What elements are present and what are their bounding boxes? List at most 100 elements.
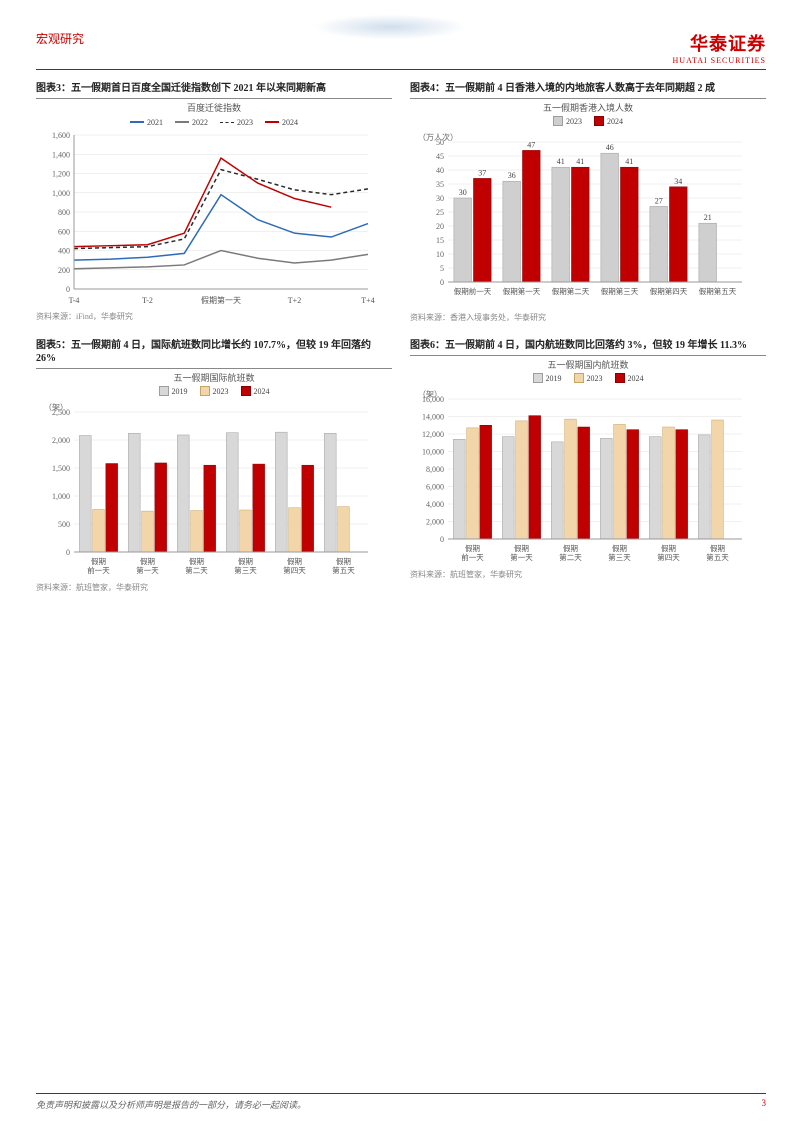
svg-text:1,600: 1,600: [52, 131, 70, 140]
svg-text:1,400: 1,400: [52, 150, 70, 159]
chart-6-subtitle: 五一假期国内航班数: [410, 358, 766, 371]
svg-text:16,000: 16,000: [422, 395, 444, 404]
svg-text:T+2: T+2: [288, 296, 301, 305]
svg-text:2,000: 2,000: [52, 436, 70, 445]
svg-text:4,000: 4,000: [426, 500, 444, 509]
svg-text:前一天: 前一天: [87, 565, 110, 575]
chart-5-plot: （架）05001,0001,5002,0002,500假期前一天假期第一天假期第…: [36, 400, 392, 580]
svg-text:第二天: 第二天: [559, 552, 582, 562]
brand-subtitle: HUATAI SECURITIES: [673, 56, 766, 65]
svg-text:36: 36: [508, 171, 516, 180]
brand-logo: 华泰证券 HUATAI SECURITIES: [673, 30, 766, 65]
svg-text:41: 41: [557, 157, 565, 166]
svg-text:1,000: 1,000: [52, 189, 70, 198]
chart-3-source: 资料来源：iFind，华泰研究: [36, 311, 392, 322]
svg-text:假期第一天: 假期第一天: [503, 286, 541, 296]
svg-text:34: 34: [674, 177, 682, 186]
svg-text:假期前一天: 假期前一天: [454, 286, 492, 296]
svg-text:第二天: 第二天: [185, 565, 208, 575]
chart-6-title: 图表6：五一假期前 4 日，国内航班数同比回落约 3%，但较 19 年增长 11…: [410, 339, 766, 356]
svg-text:30: 30: [436, 194, 444, 203]
svg-text:前一天: 前一天: [461, 552, 484, 562]
svg-text:500: 500: [58, 520, 70, 529]
svg-text:10: 10: [436, 250, 444, 259]
svg-text:12,000: 12,000: [422, 430, 444, 439]
svg-text:假期: 假期: [287, 557, 302, 566]
svg-text:假期第五天: 假期第五天: [699, 286, 737, 296]
svg-text:20: 20: [436, 222, 444, 231]
svg-text:25: 25: [436, 208, 444, 217]
page-number: 3: [762, 1098, 767, 1111]
svg-text:40: 40: [436, 166, 444, 175]
svg-text:8,000: 8,000: [426, 465, 444, 474]
svg-text:假期: 假期: [91, 557, 106, 566]
svg-text:37: 37: [478, 168, 486, 177]
chart-6-legend: 201920232024: [410, 373, 766, 385]
svg-text:14,000: 14,000: [422, 413, 444, 422]
svg-text:假期: 假期: [238, 557, 253, 566]
svg-text:5: 5: [440, 264, 444, 273]
svg-text:T+4: T+4: [361, 296, 374, 305]
chart-4: 图表4：五一假期前 4 日香港入境的内地旅客人数高于去年同期超 2 成 五一假期…: [410, 82, 766, 323]
svg-text:假期: 假期: [336, 557, 351, 566]
svg-text:假期: 假期: [563, 544, 578, 553]
chart-6: 图表6：五一假期前 4 日，国内航班数同比回落约 3%，但较 19 年增长 11…: [410, 339, 766, 593]
svg-text:第一天: 第一天: [510, 552, 533, 562]
page-footer: 免责声明和披露以及分析师声明是报告的一部分，请务必一起阅读。 3: [36, 1093, 766, 1111]
chart-5: 图表5：五一假期前 4 日，国际航班数同比增长约 107.7%，但较 19 年回…: [36, 339, 392, 593]
chart-3-legend: 2021202220232024: [36, 116, 392, 127]
svg-text:47: 47: [527, 140, 535, 149]
svg-text:30: 30: [459, 188, 467, 197]
chart-3-subtitle: 百度迁徙指数: [36, 101, 392, 114]
svg-text:第五天: 第五天: [706, 552, 729, 562]
svg-text:35: 35: [436, 180, 444, 189]
chart-5-subtitle: 五一假期国际航班数: [36, 371, 392, 384]
chart-4-title: 图表4：五一假期前 4 日香港入境的内地旅客人数高于去年同期超 2 成: [410, 82, 766, 99]
svg-text:第一天: 第一天: [136, 565, 159, 575]
svg-text:T-4: T-4: [69, 296, 80, 305]
svg-text:0: 0: [440, 278, 444, 287]
chart-3-plot: 02004006008001,0001,2001,4001,600T-4T-2假…: [36, 129, 392, 309]
svg-text:41: 41: [625, 157, 633, 166]
svg-text:400: 400: [58, 247, 70, 256]
svg-text:1,200: 1,200: [52, 170, 70, 179]
section-title: 宏观研究: [36, 30, 84, 47]
brand-name: 华泰证券: [673, 30, 766, 56]
svg-text:假期: 假期: [710, 544, 725, 553]
svg-text:假期: 假期: [514, 544, 529, 553]
svg-text:800: 800: [58, 208, 70, 217]
svg-text:46: 46: [606, 143, 614, 152]
chart-5-title: 图表5：五一假期前 4 日，国际航班数同比增长约 107.7%，但较 19 年回…: [36, 339, 392, 369]
svg-text:第五天: 第五天: [332, 565, 355, 575]
chart-6-plot: （架）02,0004,0006,0008,00010,00012,00014,0…: [410, 387, 766, 567]
svg-text:15: 15: [436, 236, 444, 245]
chart-5-legend: 201920232024: [36, 386, 392, 398]
chart-grid: 图表3：五一假期首日百度全国迁徙指数创下 2021 年以来同期新高 百度迁徙指数…: [36, 82, 766, 593]
chart-4-source: 资料来源：香港入境事务处，华泰研究: [410, 312, 766, 323]
svg-text:600: 600: [58, 227, 70, 236]
chart-4-subtitle: 五一假期香港入境人数: [410, 101, 766, 114]
svg-text:T-2: T-2: [142, 296, 153, 305]
svg-text:200: 200: [58, 266, 70, 275]
svg-text:2,500: 2,500: [52, 408, 70, 417]
svg-text:21: 21: [704, 213, 712, 222]
svg-text:50: 50: [436, 138, 444, 147]
chart-3: 图表3：五一假期首日百度全国迁徙指数创下 2021 年以来同期新高 百度迁徙指数…: [36, 82, 392, 323]
svg-text:1,500: 1,500: [52, 464, 70, 473]
svg-text:27: 27: [655, 196, 663, 205]
svg-text:41: 41: [576, 157, 584, 166]
svg-text:0: 0: [66, 548, 70, 557]
svg-text:0: 0: [440, 535, 444, 544]
svg-text:45: 45: [436, 152, 444, 161]
svg-text:假期第二天: 假期第二天: [552, 286, 590, 296]
chart-3-title: 图表3：五一假期首日百度全国迁徙指数创下 2021 年以来同期新高: [36, 82, 392, 99]
chart-4-legend: 20232024: [410, 116, 766, 128]
svg-text:1,000: 1,000: [52, 492, 70, 501]
svg-text:6,000: 6,000: [426, 483, 444, 492]
svg-text:假期: 假期: [661, 544, 676, 553]
svg-text:2,000: 2,000: [426, 518, 444, 527]
chart-6-source: 资料来源：航班管家，华泰研究: [410, 569, 766, 580]
svg-text:第四天: 第四天: [283, 565, 306, 575]
svg-text:假期第四天: 假期第四天: [650, 286, 688, 296]
svg-text:假期: 假期: [189, 557, 204, 566]
